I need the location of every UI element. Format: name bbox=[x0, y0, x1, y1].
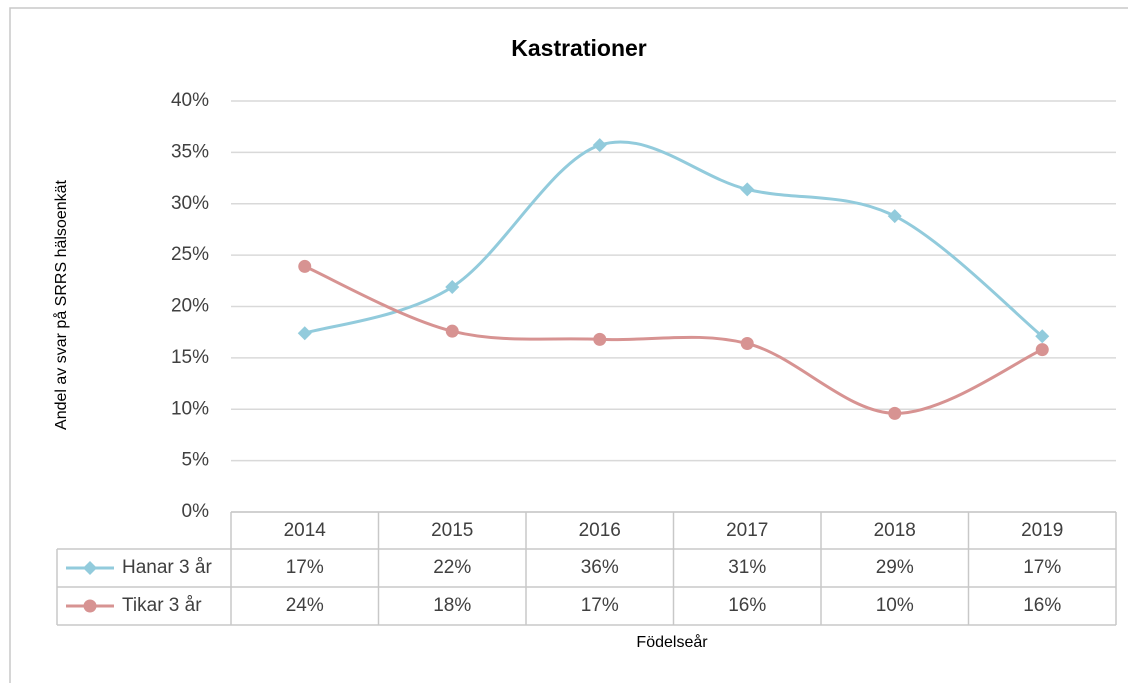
table-value: 29% bbox=[876, 557, 914, 578]
data-point bbox=[887, 209, 902, 224]
legend-marker bbox=[83, 599, 97, 613]
data-point bbox=[740, 336, 754, 350]
data-point bbox=[445, 324, 459, 338]
data-point bbox=[888, 406, 902, 420]
x-tick-label: 2017 bbox=[726, 520, 768, 541]
data-point bbox=[740, 182, 755, 197]
y-tick-label: 40% bbox=[171, 90, 209, 111]
table-value: 36% bbox=[581, 557, 619, 578]
table-value: 10% bbox=[876, 595, 914, 616]
y-tick-label: 15% bbox=[171, 347, 209, 368]
table-value: 17% bbox=[581, 595, 619, 616]
table-value: 22% bbox=[433, 557, 471, 578]
y-tick-label: 0% bbox=[182, 501, 210, 522]
y-tick-label: 5% bbox=[182, 450, 210, 471]
legend-label: Tikar 3 år bbox=[122, 595, 202, 616]
legend-marker bbox=[83, 561, 97, 575]
y-tick-label: 25% bbox=[171, 244, 209, 265]
legend-label: Hanar 3 år bbox=[122, 557, 212, 578]
table-value: 16% bbox=[1023, 595, 1061, 616]
chart-title: Kastrationer bbox=[511, 35, 647, 61]
table-value: 17% bbox=[286, 557, 324, 578]
table-value: 17% bbox=[1023, 557, 1061, 578]
table-value: 18% bbox=[433, 595, 471, 616]
x-tick-label: 2015 bbox=[431, 520, 473, 541]
data-point bbox=[1035, 329, 1050, 344]
data-point bbox=[1035, 343, 1049, 357]
x-tick-label: 2014 bbox=[284, 520, 327, 541]
x-axis-label: Födelseår bbox=[636, 633, 708, 651]
series-line bbox=[304, 265, 1043, 415]
x-tick-label: 2019 bbox=[1021, 520, 1063, 541]
table-value: 24% bbox=[286, 595, 324, 616]
x-tick-label: 2018 bbox=[874, 520, 916, 541]
chart-frame bbox=[9, 7, 1128, 683]
data-point bbox=[592, 138, 607, 153]
table-value: 31% bbox=[728, 557, 766, 578]
y-tick-label: 35% bbox=[171, 141, 209, 162]
y-tick-label: 30% bbox=[171, 193, 209, 214]
x-tick-label: 2016 bbox=[579, 520, 621, 541]
data-point bbox=[298, 259, 312, 273]
y-tick-label: 20% bbox=[171, 296, 209, 317]
data-point bbox=[593, 332, 607, 346]
data-point bbox=[445, 279, 460, 294]
y-tick-label: 10% bbox=[171, 398, 209, 419]
table-value: 16% bbox=[728, 595, 766, 616]
series-line bbox=[304, 140, 1044, 338]
data-point bbox=[297, 326, 312, 341]
y-axis-label: Andel av svar på SRRS hälsoenkät bbox=[52, 179, 70, 429]
